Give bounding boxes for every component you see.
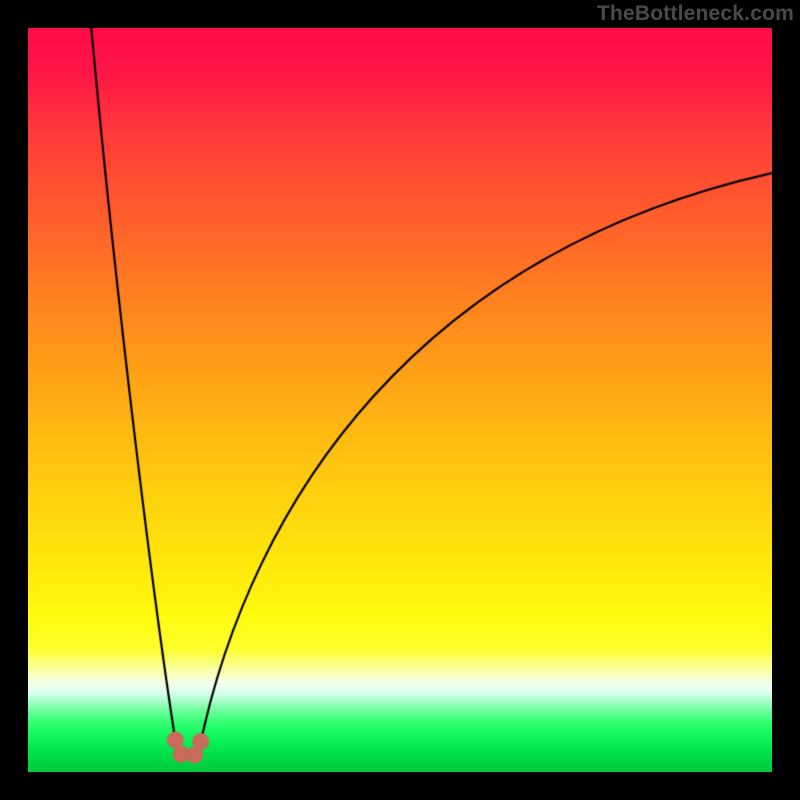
bottleneck-curves — [28, 28, 772, 772]
watermark-text: TheBottleneck.com — [597, 2, 794, 26]
chart-container: TheBottleneck.com — [0, 0, 800, 800]
